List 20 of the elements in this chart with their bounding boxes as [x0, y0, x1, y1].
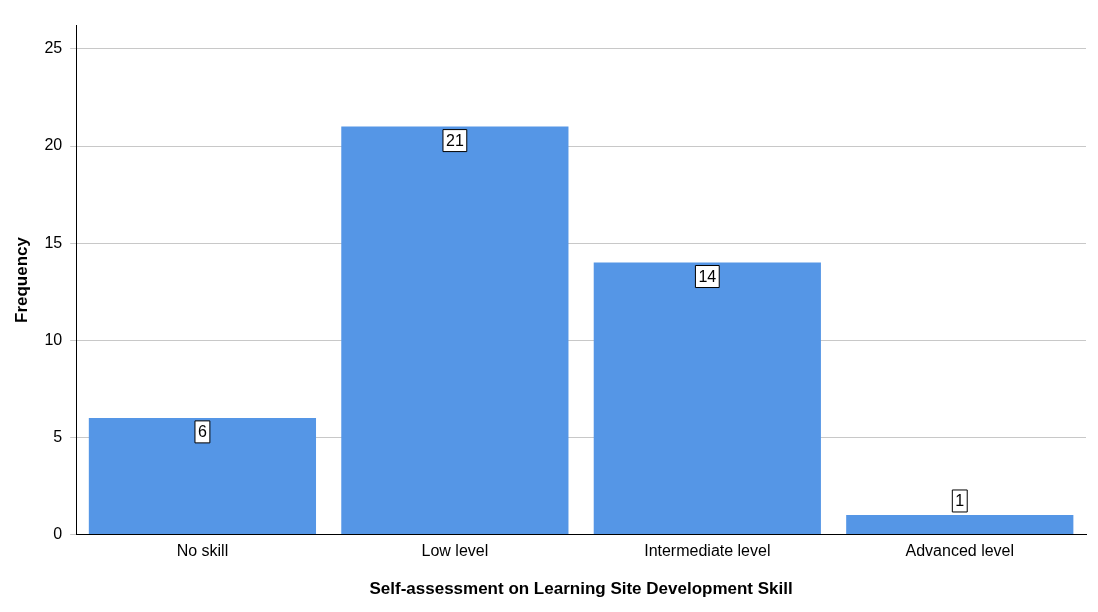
- y-tick-label: 10: [44, 330, 63, 348]
- y-tick-label: 5: [53, 427, 63, 445]
- data-label: 14: [698, 267, 717, 285]
- y-tick-label: 15: [44, 233, 63, 251]
- y-tick-label: 25: [44, 39, 63, 57]
- y-tick-label: 0: [53, 524, 63, 542]
- x-tick-label: No skill: [176, 542, 229, 560]
- x-tick-label: Advanced level: [905, 542, 1015, 560]
- data-label: 1: [955, 492, 965, 510]
- y-tick-label: 20: [44, 136, 63, 154]
- bar: [341, 126, 569, 534]
- data-label: 6: [197, 423, 207, 441]
- x-axis-title: Self-assessment on Learning Site Development Skill: [369, 579, 793, 599]
- x-tick-label: Low level: [421, 542, 489, 560]
- data-label: 21: [445, 131, 464, 149]
- bar: [846, 514, 1074, 534]
- bar: [593, 262, 821, 534]
- y-axis-title: Frequency: [11, 236, 31, 323]
- x-tick-label: Intermediate level: [644, 542, 771, 560]
- bar: [88, 417, 317, 534]
